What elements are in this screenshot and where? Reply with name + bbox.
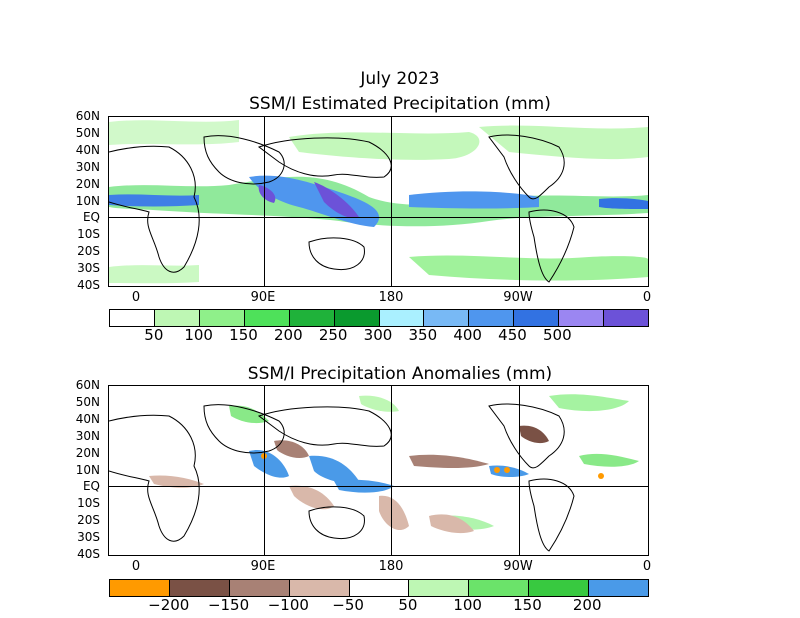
lat-label: 20S: [77, 513, 100, 527]
meridian-90e: [264, 117, 265, 286]
equator-line: [109, 217, 648, 218]
colorbar-label: 100: [184, 326, 213, 344]
colorbar-label: 200: [572, 596, 602, 614]
precipitation-colorbar: [109, 309, 649, 327]
colorbar-label: −100: [267, 596, 309, 614]
anomaly-map: [108, 385, 649, 556]
colorbar-swatch: [529, 580, 590, 596]
colorbar-swatch: [244, 310, 290, 326]
lon-label: 180: [378, 290, 404, 305]
colorbar-label: 200: [274, 326, 303, 344]
colorbar-label: 100: [453, 596, 482, 614]
meridian-90w: [519, 117, 520, 286]
lon-label: 0: [131, 559, 141, 574]
colorbar-swatch: [110, 310, 155, 326]
panel1-title: SSM/I Estimated Precipitation (mm): [249, 94, 551, 114]
colorbar-swatch: [289, 310, 335, 326]
colorbar-label: 450: [498, 326, 527, 344]
colorbar-swatch: [154, 310, 200, 326]
colorbar-label: −50: [332, 596, 364, 614]
lat-label: 30N: [75, 160, 100, 174]
lat-label: 60N: [75, 109, 100, 123]
lat-label: 20N: [75, 177, 100, 191]
anomaly-colorbar: [109, 579, 649, 597]
colorbar-label: 150: [229, 326, 258, 344]
precipitation-map-canvas: [109, 120, 648, 284]
meridian-90e: [264, 386, 265, 555]
precipitation-map: [108, 116, 649, 287]
colorbar-label: 500: [543, 326, 572, 344]
colorbar-label: 350: [408, 326, 438, 344]
meridian-90w: [519, 386, 520, 555]
colorbar-swatch: [169, 580, 230, 596]
colorbar-swatch: [469, 580, 530, 596]
lon-label: 0: [131, 290, 141, 305]
lat-label: 40S: [77, 278, 100, 292]
colorbar-swatch: [289, 580, 350, 596]
colorbar-swatch: [424, 310, 470, 326]
meridian-180: [391, 117, 392, 286]
lat-label: 20N: [75, 446, 100, 460]
colorbar-swatch: [199, 310, 245, 326]
meridian-180: [391, 386, 392, 555]
lat-label: 10N: [75, 194, 100, 208]
lat-label: 30N: [75, 429, 100, 443]
lat-label: 10N: [75, 463, 100, 477]
lon-label: 0: [642, 559, 652, 574]
lat-label: 10S: [77, 496, 100, 510]
lon-label: 90E: [250, 290, 276, 305]
lon-label: 90W: [503, 559, 533, 574]
colorbar-swatch: [589, 580, 649, 596]
colorbar-label: 150: [513, 596, 542, 614]
colorbar-swatch: [110, 580, 170, 596]
lat-label: EQ: [82, 479, 100, 493]
lat-label: 30S: [77, 530, 100, 544]
colorbar-label: −200: [148, 596, 190, 614]
lat-label: 40N: [75, 143, 100, 157]
colorbar-label: −150: [207, 596, 250, 614]
colorbar-swatch: [559, 310, 605, 326]
lon-label: 180: [378, 559, 404, 574]
lat-label: 60N: [75, 378, 100, 392]
panel2-title: SSM/I Precipitation Anomalies (mm): [247, 364, 553, 384]
lat-label: 40S: [77, 547, 100, 561]
lat-label: 50N: [75, 126, 100, 140]
lat-label: 50N: [75, 395, 100, 409]
lon-label: 90W: [503, 290, 533, 305]
lat-label: 40N: [75, 412, 100, 426]
lat-label: 20S: [77, 244, 100, 258]
colorbar-swatch: [469, 310, 515, 326]
colorbar-swatch: [604, 310, 649, 326]
colorbar-swatch: [514, 310, 560, 326]
lon-label: 90E: [250, 559, 276, 574]
colorbar-label: 50: [144, 326, 164, 344]
colorbar-swatch: [334, 310, 380, 326]
lat-label: EQ: [82, 210, 100, 224]
lon-label: 0: [642, 290, 652, 305]
colorbar-label: 400: [453, 326, 482, 344]
month-title: July 2023: [360, 69, 440, 89]
lat-label: 30S: [77, 261, 100, 275]
colorbar-swatch: [229, 580, 290, 596]
colorbar-swatch: [379, 310, 425, 326]
equator-line: [109, 486, 648, 487]
colorbar-label: 50: [398, 596, 418, 614]
lat-label: 10S: [77, 227, 100, 241]
colorbar-swatch: [349, 580, 410, 596]
colorbar-label: 250: [318, 326, 348, 344]
anomaly-map-canvas: [109, 394, 639, 552]
colorbar-label: 300: [363, 326, 393, 344]
colorbar-swatch: [409, 580, 470, 596]
